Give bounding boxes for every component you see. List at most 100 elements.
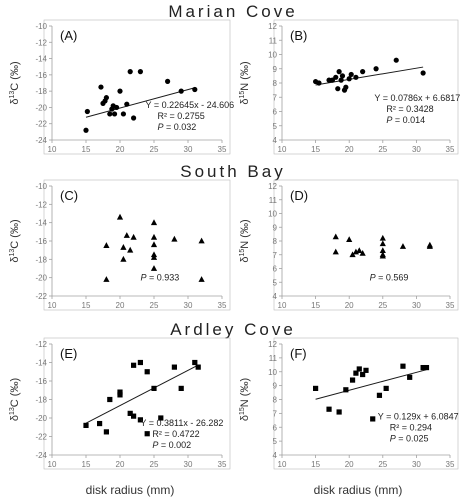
data-point	[103, 276, 110, 282]
site-title-marian-cove: Marian Cove	[168, 2, 297, 21]
y-axis-label: δ15N (‰)	[239, 219, 251, 262]
data-point	[399, 243, 407, 249]
data-point	[127, 69, 133, 75]
y-tick-label: 9	[273, 223, 278, 232]
y-tick-label: 5	[273, 122, 278, 131]
x-tick-label: 20	[116, 301, 125, 310]
data-point	[192, 86, 198, 93]
panel-label: (C)	[60, 188, 78, 203]
y-axis-label-symbol: δ	[9, 415, 21, 421]
data-point	[373, 66, 379, 72]
data-point	[124, 101, 130, 107]
data-point	[117, 392, 123, 398]
p-value: P = 0.002	[152, 440, 191, 450]
y-tick-label: -22	[35, 292, 47, 301]
x-tick-label: 15	[82, 145, 91, 154]
p-value-symbol: P	[141, 273, 147, 283]
data-point	[144, 431, 150, 437]
y-axis-label: δ15N (‰)	[239, 378, 251, 421]
x-tick-label: 20	[116, 145, 125, 154]
y-axis-label: δ13C (‰)	[9, 61, 21, 104]
y-axis-label-symbol: δ	[9, 257, 21, 263]
x-tick-label: 30	[184, 460, 193, 469]
data-point	[123, 232, 130, 238]
r-squared: R² = 0.2755	[158, 111, 205, 121]
panel-frame	[273, 179, 459, 311]
data-point	[103, 429, 109, 435]
r-squared: R² = 0.294	[390, 422, 432, 432]
y-tick-label: 10	[268, 51, 277, 60]
y-tick-label: 8	[273, 79, 278, 88]
data-point	[83, 127, 89, 133]
data-point	[316, 80, 322, 86]
x-axis-label-right: disk radius (mm)	[314, 483, 403, 497]
p-value-symbol: P	[152, 440, 158, 450]
y-axis-label-isotope: 13	[9, 407, 16, 415]
data-point	[356, 366, 362, 372]
data-point	[420, 70, 426, 76]
data-point	[349, 251, 356, 258]
regression-line	[85, 364, 199, 424]
data-point	[343, 84, 349, 90]
y-tick-label: -12	[35, 200, 47, 209]
data-point	[346, 76, 352, 82]
data-point	[333, 74, 339, 80]
data-point	[158, 415, 164, 421]
y-tick-label: 9	[273, 382, 278, 391]
data-point	[165, 78, 171, 84]
y-tick-label: 12	[268, 340, 277, 349]
data-point	[120, 111, 126, 117]
data-point	[426, 241, 433, 248]
p-value-number: = 0.014	[392, 115, 425, 125]
data-point	[192, 359, 198, 366]
data-point	[195, 364, 201, 370]
data-point	[346, 236, 353, 243]
data-point	[336, 409, 342, 415]
data-point	[137, 359, 143, 366]
data-point	[178, 88, 184, 94]
x-tick-label: 10	[278, 145, 287, 154]
y-tick-label: -20	[35, 103, 47, 112]
data-point	[127, 246, 134, 253]
site-title-ardley-cove: Ardley Cove	[170, 320, 296, 339]
y-axis-label-isotope: 13	[9, 91, 16, 99]
data-point	[379, 247, 386, 254]
y-tick-label: 4	[273, 451, 278, 460]
y-tick-label: -16	[35, 237, 47, 246]
panel-label: (B)	[290, 28, 307, 43]
p-value: P = 0.933	[141, 273, 180, 283]
data-point	[150, 219, 158, 226]
data-point	[332, 248, 339, 255]
y-tick-label: -18	[35, 87, 47, 96]
data-point	[198, 276, 205, 282]
data-point	[137, 417, 143, 423]
y-tick-label: 4	[273, 136, 278, 145]
data-point	[423, 364, 430, 371]
x-tick-label: 10	[278, 460, 287, 469]
x-tick-label: 25	[150, 301, 159, 310]
x-tick-label: 15	[311, 301, 320, 310]
x-tick-label: 10	[48, 145, 57, 154]
data-point	[335, 86, 341, 92]
data-point	[131, 413, 137, 419]
p-value-symbol: P	[390, 433, 396, 443]
data-point	[107, 396, 113, 403]
y-tick-label: 7	[273, 409, 278, 418]
data-point	[131, 115, 137, 121]
data-point	[116, 213, 124, 220]
data-point	[407, 374, 413, 380]
data-point	[356, 247, 363, 254]
panel-label: (E)	[60, 346, 77, 361]
data-point	[353, 74, 359, 80]
data-point	[363, 367, 369, 373]
y-axis-label-symbol: δ	[239, 415, 251, 421]
x-tick-label: 15	[82, 301, 91, 310]
y-tick-label: 5	[273, 278, 278, 287]
y-axis-label-symbol: δ	[239, 99, 251, 105]
y-tick-label: 5	[273, 437, 278, 446]
data-point	[379, 252, 386, 259]
